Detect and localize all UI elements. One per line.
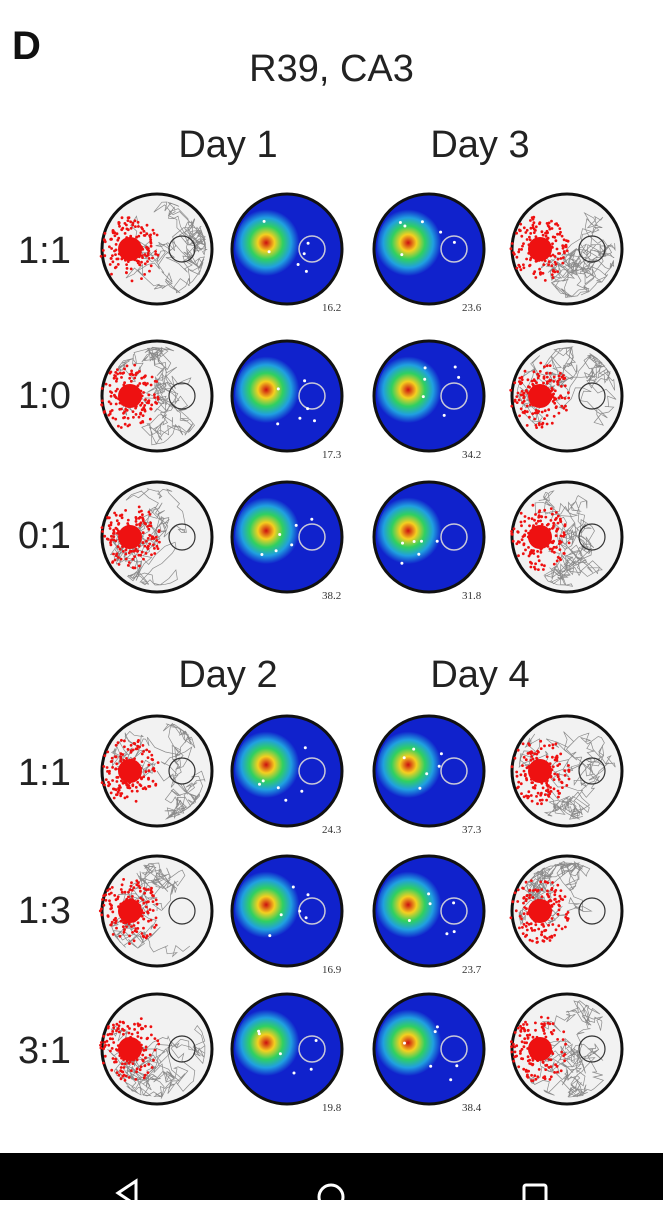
- trajectory-plot: [98, 190, 216, 308]
- trajectory-plot: [98, 337, 216, 455]
- trajectory-plot: [98, 712, 216, 830]
- ratio-label: 3:1: [18, 1030, 71, 1072]
- trajectory-plot: [508, 712, 626, 830]
- peak-rate-label: 23.7: [462, 964, 482, 976]
- rate-map: [370, 990, 488, 1108]
- rate-map: [370, 712, 488, 830]
- day-label: Day 1: [178, 124, 278, 166]
- peak-rate-label: 38.2: [322, 590, 342, 602]
- ratio-label: 1:1: [18, 230, 71, 272]
- back-icon[interactable]: [106, 1175, 146, 1205]
- rate-map: [370, 852, 488, 970]
- peak-rate-label: 17.3: [322, 449, 342, 461]
- trajectory-plot: [508, 190, 626, 308]
- rate-map: [228, 712, 346, 830]
- rate-map: [370, 478, 488, 596]
- rate-map: [228, 990, 346, 1108]
- home-icon[interactable]: [311, 1175, 351, 1205]
- trajectory-plot: [508, 337, 626, 455]
- rate-map: [228, 852, 346, 970]
- trajectory-plot: [508, 852, 626, 970]
- ratio-label: 1:3: [18, 890, 71, 932]
- day-label: Day 3: [430, 124, 530, 166]
- rate-map: [370, 337, 488, 455]
- day-label: Day 4: [430, 654, 530, 696]
- peak-rate-label: 24.3: [322, 824, 342, 836]
- figure-title: R39, CA3: [249, 48, 414, 90]
- ratio-label: 1:0: [18, 375, 71, 417]
- rate-map: [228, 337, 346, 455]
- peak-rate-label: 16.9: [322, 964, 342, 976]
- rate-map: [228, 190, 346, 308]
- peak-rate-label: 31.8: [462, 590, 482, 602]
- navigation-bar: [0, 1153, 663, 1205]
- peak-rate-label: 34.2: [462, 449, 482, 461]
- panel-label: D: [12, 24, 41, 68]
- peak-rate-label: 38.4: [462, 1102, 482, 1114]
- ratio-label: 1:1: [18, 752, 71, 794]
- trajectory-plot: [508, 478, 626, 596]
- ratio-label: 0:1: [18, 515, 71, 557]
- peak-rate-label: 37.3: [462, 824, 482, 836]
- day-label: Day 2: [178, 654, 278, 696]
- trajectory-plot: [98, 990, 216, 1108]
- peak-rate-label: 16.2: [322, 302, 342, 314]
- trajectory-plot: [508, 990, 626, 1108]
- trajectory-plot: [98, 852, 216, 970]
- peak-rate-label: 23.6: [462, 302, 482, 314]
- recents-icon[interactable]: [516, 1175, 556, 1205]
- rate-map: [228, 478, 346, 596]
- rate-map: [370, 190, 488, 308]
- peak-rate-label: 19.8: [322, 1102, 342, 1114]
- trajectory-plot: [98, 478, 216, 596]
